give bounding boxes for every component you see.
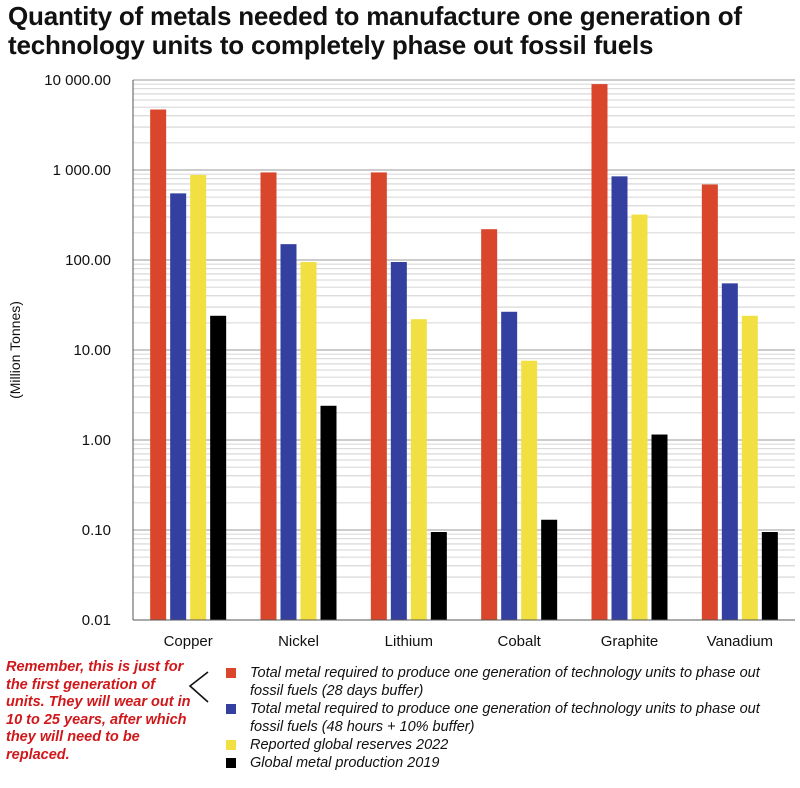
- x-tick-label-cobalt: Cobalt: [497, 633, 541, 650]
- x-tick-labels: Copper Nickel Lithium Cobalt Graphite Vanadiu…: [164, 633, 773, 650]
- bar-lithium-series-2: [390, 262, 407, 620]
- axes: [132, 80, 795, 621]
- y-tick-label: 10 000.00: [44, 72, 111, 89]
- bar-cobalt-series-2: [501, 311, 518, 620]
- bar-copper-series-3: [190, 174, 207, 620]
- legend-item-48-hours: Total metal required to produce one gene…: [226, 700, 796, 736]
- bar-cobalt-series-4: [541, 519, 558, 620]
- y-tick-label: 100.00: [65, 252, 111, 269]
- legend-swatch-blue: [226, 704, 236, 714]
- bar-nickel-series-1: [260, 172, 277, 620]
- bars: [150, 84, 778, 621]
- legend-swatch-red: [226, 668, 236, 678]
- legend-label: Global metal production 2019: [250, 755, 440, 771]
- bar-graphite-series-2: [611, 176, 628, 620]
- legend-label: Total metal required to produce one gene…: [250, 665, 760, 699]
- y-axis-label: (Million Tonnes): [7, 301, 23, 399]
- bar-lithium-series-3: [410, 319, 427, 620]
- x-tick-label-copper: Copper: [164, 633, 213, 650]
- legend: Total metal required to produce one gene…: [226, 664, 796, 772]
- bar-copper-series-1: [150, 109, 167, 620]
- y-tick-label: 0.01: [82, 612, 111, 629]
- x-tick-label-nickel: Nickel: [278, 633, 319, 650]
- y-tick-label: 1.00: [82, 432, 111, 449]
- bar-copper-series-2: [170, 193, 187, 620]
- x-tick-label-vanadium: Vanadium: [707, 633, 773, 650]
- bar-nickel-series-2: [280, 244, 297, 620]
- bar-lithium-series-1: [370, 172, 387, 620]
- bar-nickel-series-4: [320, 405, 337, 620]
- bar-graphite-series-4: [651, 434, 668, 620]
- chart-title: Quantity of metals needed to manufacture…: [8, 1, 742, 60]
- legend-swatch-black: [226, 758, 236, 768]
- bar-graphite-series-3: [631, 214, 648, 620]
- legend-label: Reported global reserves 2022: [250, 737, 449, 753]
- bar-cobalt-series-1: [481, 229, 498, 621]
- x-tick-label-lithium: Lithium: [385, 633, 433, 650]
- y-tick-label: 0.10: [82, 522, 111, 539]
- y-tick-labels: 0.01 0.10 1.00 10.00 100.00 1 000.00 10 000.00: [44, 72, 111, 629]
- grid-lines: [133, 79, 795, 621]
- warning-note: Remember, this is just for the first gen…: [6, 659, 191, 763]
- bar-graphite-series-1: [591, 84, 608, 621]
- bar-lithium-series-4: [430, 532, 447, 620]
- legend-item-28-days: Total metal required to produce one gene…: [226, 664, 796, 700]
- y-tick-label: 10.00: [73, 342, 111, 359]
- bar-vanadium-series-3: [741, 315, 758, 620]
- bar-copper-series-4: [210, 315, 227, 620]
- legend-item-production: Global metal production 2019: [226, 754, 796, 772]
- bar-vanadium-series-2: [721, 283, 738, 620]
- y-tick-label: 1 000.00: [53, 162, 111, 179]
- bracket-arrow-icon: [188, 671, 209, 703]
- legend-label: Total metal required to produce one gene…: [250, 701, 760, 735]
- bar-nickel-series-3: [300, 262, 317, 620]
- legend-item-reserves: Reported global reserves 2022: [226, 736, 796, 754]
- x-tick-label-graphite: Graphite: [601, 633, 659, 650]
- bar-chart: 0.01 0.10 1.00 10.00 100.00 1 000.00 10 000.00…: [7, 72, 795, 650]
- bar-vanadium-series-4: [761, 532, 778, 620]
- bar-cobalt-series-3: [521, 360, 538, 620]
- bar-vanadium-series-1: [701, 184, 718, 620]
- legend-swatch-yellow: [226, 740, 236, 750]
